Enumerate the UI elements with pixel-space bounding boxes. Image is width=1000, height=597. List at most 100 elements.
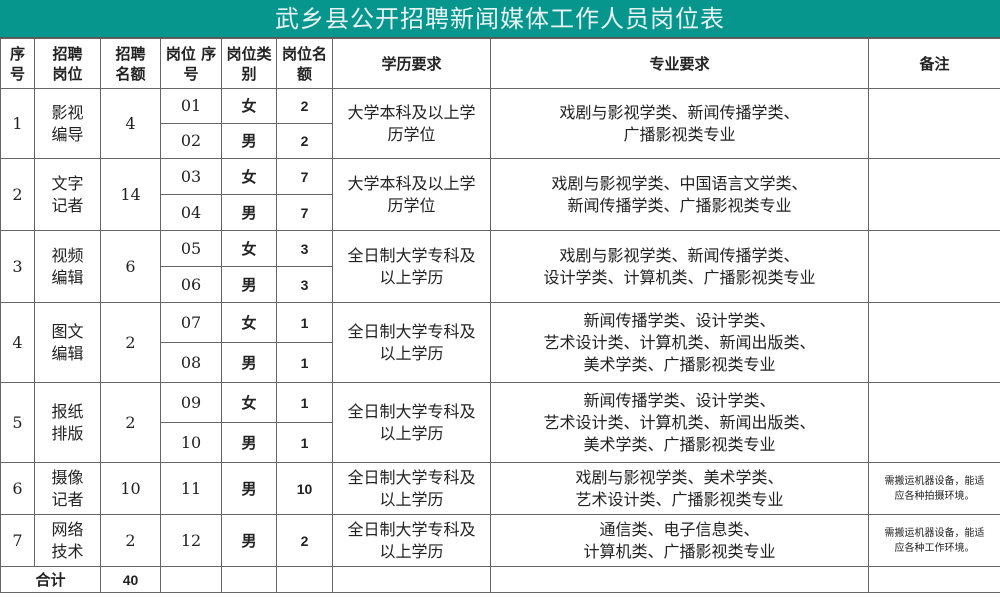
post-name-line: 编辑 <box>51 343 84 363</box>
post-quota: 14 <box>100 158 161 231</box>
major-requirement-line: 设计学类、计算机类、广播影视类专业 <box>543 267 816 287</box>
empty-cell <box>276 566 333 593</box>
empty-cell <box>221 566 277 593</box>
post-name-line: 记者 <box>51 195 84 215</box>
table-row: 5 报纸 排版 2 09 女 1 全日制大学专科及 以上学历 新闻传播学类、设计学类、 艺术设计类、… <box>0 382 1000 463</box>
position-gender: 女 <box>221 230 277 267</box>
education-requirement-line: 历学位 <box>387 124 436 144</box>
row-number: 4 <box>0 302 35 383</box>
major-requirement-line: 新闻传播学类、设计学类、 <box>583 310 776 330</box>
position-gender: 女 <box>221 158 277 195</box>
column-header-line: 岗位类 <box>226 44 272 63</box>
position-count: 3 <box>276 266 333 303</box>
major-requirement-line: 广播影视类专业 <box>623 124 736 144</box>
position-gender: 男 <box>221 462 277 515</box>
column-header-line: 招聘 <box>52 44 83 63</box>
remarks <box>868 302 1000 383</box>
position-count: 2 <box>276 514 333 567</box>
position-gender: 男 <box>221 342 277 383</box>
remarks-line: 应各种工作环境。 <box>894 542 975 554</box>
position-count: 7 <box>276 158 333 195</box>
row-number: 1 <box>0 88 35 159</box>
post-name-line: 影视 <box>51 102 84 122</box>
remarks <box>868 230 1000 303</box>
position-gender: 男 <box>221 266 277 303</box>
column-header: 序号 <box>0 38 35 89</box>
column-header-line: 备注 <box>919 54 950 73</box>
empty-cell <box>868 566 1000 593</box>
position-gender: 男 <box>221 422 277 463</box>
education-requirement-line: 以上学历 <box>379 423 444 443</box>
remarks <box>868 158 1000 231</box>
education-requirement-line: 全日制大学专科及 <box>347 321 476 341</box>
column-header-line: 学历要求 <box>381 54 442 73</box>
major-requirement-line: 新闻传播学类、广播影视类专业 <box>567 195 792 215</box>
table-row: 06 男 3 <box>1 266 1000 303</box>
total-row: 合计 40 <box>0 566 1000 593</box>
education-requirement: 全日制大学专科及 以上学历 <box>332 382 491 463</box>
header-row: 序号招聘 岗位 招聘 名额 岗位 序号岗位类别岗位名额学历要求 专业要求 备注 <box>0 38 1000 89</box>
post-quota: 10 <box>100 462 161 515</box>
major-requirement-line: 艺术设计类、计算机类、新闻出版类、 <box>543 332 816 352</box>
major-requirement-line: 新闻传播学类、设计学类、 <box>583 390 776 410</box>
post-name-line: 编辑 <box>51 267 84 287</box>
row-number: 5 <box>0 382 35 463</box>
position-count: 1 <box>276 382 333 423</box>
table-row: 4 图文 编辑 2 07 女 1 全日制大学专科及 以上学历 新闻传播学类、设计学类、 艺术设计类、… <box>0 302 1000 383</box>
empty-cell <box>332 566 491 593</box>
column-header-line: 号 <box>183 64 199 83</box>
major-requirement: 戏剧与影视学类、美术学类、 艺术设计类、广播影视类专业 <box>490 462 869 515</box>
column-header: 招聘 名额 <box>100 38 161 89</box>
row-number: 6 <box>0 462 35 515</box>
column-header: 岗位名额 <box>276 38 333 89</box>
row-number: 3 <box>0 230 35 303</box>
education-requirement: 全日制大学专科及 以上学历 <box>332 462 491 515</box>
column-header-line: 别 <box>241 64 257 83</box>
post-name-line: 文字 <box>51 173 84 193</box>
education-requirement: 全日制大学专科及 以上学历 <box>332 514 491 567</box>
major-requirement: 戏剧与影视学类、新闻传播学类、 广播影视类专业 <box>490 88 869 159</box>
position-code: 02 <box>160 123 222 159</box>
post-name-line: 图文 <box>51 321 84 341</box>
major-requirement-line: 戏剧与影视学类、新闻传播学类、 <box>559 245 800 265</box>
column-header: 岗位 序号 <box>160 38 222 89</box>
positions-table: 序号招聘 岗位 招聘 名额 岗位 序号岗位类别岗位名额学历要求 专业要求 备注 1 影视 编导 4 0… <box>0 38 1000 593</box>
position-gender: 女 <box>221 382 277 423</box>
major-requirement-line: 美术学类、广播影视类专业 <box>583 434 776 454</box>
column-header-line: 岗位 序 <box>165 44 217 63</box>
post-name-line: 技术 <box>51 541 84 561</box>
position-count: 1 <box>276 302 333 343</box>
position-gender: 男 <box>221 194 277 231</box>
column-header-line: 专业要求 <box>649 54 710 73</box>
remarks: 需搬运机器设备，能适 应各种工作环境。 <box>868 514 1000 567</box>
post-quota: 6 <box>100 230 161 303</box>
table-row: 2 文字 记者 14 03 女 7 大学本科及以上学 历学位 戏剧与影视学类、中国语言文学类、 新闻… <box>0 158 1000 231</box>
position-count: 2 <box>276 123 333 159</box>
post-name-line: 报纸 <box>51 401 84 421</box>
column-header-line: 额 <box>296 64 312 83</box>
major-requirement-line: 戏剧与影视学类、新闻传播学类、 <box>559 102 800 122</box>
column-header: 岗位类别 <box>221 38 277 89</box>
education-requirement: 大学本科及以上学 历学位 <box>332 88 491 159</box>
position-code: 11 <box>160 462 222 515</box>
position-count: 3 <box>276 230 333 267</box>
position-code: 12 <box>160 514 222 567</box>
position-count: 2 <box>276 88 333 124</box>
position-code: 07 <box>160 302 222 343</box>
table-row: 08 男 1 <box>1 342 1000 383</box>
major-requirement-line: 艺术设计类、计算机类、新闻出版类、 <box>543 412 816 432</box>
table-row: 1 影视 编导 4 01 女 2 大学本科及以上学 历学位 戏剧与影视学类、新闻传播学类、 广播影视… <box>0 88 1000 159</box>
post-name: 文字 记者 <box>34 158 101 231</box>
position-count: 10 <box>276 462 333 515</box>
major-requirement: 戏剧与影视学类、新闻传播学类、 设计学类、计算机类、广播影视类专业 <box>490 230 869 303</box>
major-requirement-line: 戏剧与影视学类、美术学类、 <box>575 467 784 487</box>
position-gender: 男 <box>221 514 277 567</box>
education-requirement-line: 全日制大学专科及 <box>347 519 476 539</box>
remarks-line: 需搬运机器设备，能适 <box>884 527 985 539</box>
post-name-line: 编导 <box>51 124 84 144</box>
position-code: 10 <box>160 422 222 463</box>
education-requirement: 全日制大学专科及 以上学历 <box>332 230 491 303</box>
position-code: 01 <box>160 88 222 124</box>
column-header-line: 岗位 <box>52 64 83 83</box>
education-requirement-line: 大学本科及以上学 <box>347 173 476 193</box>
